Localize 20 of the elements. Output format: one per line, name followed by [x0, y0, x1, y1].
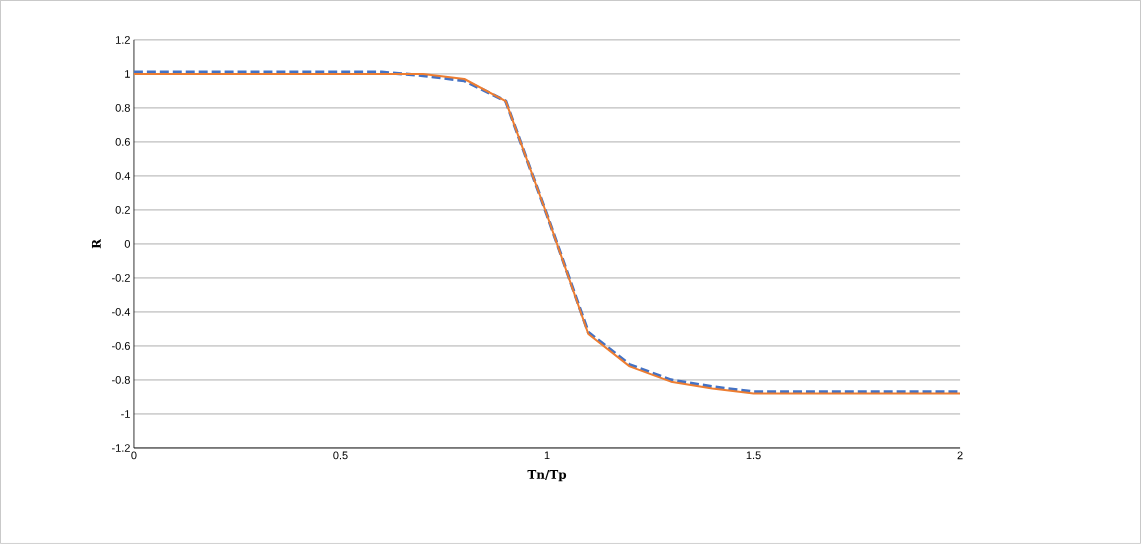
y-axis-title: R [91, 238, 101, 249]
x-tick-label: 1.5 [746, 451, 761, 460]
y-tick-label: -1.2 [112, 444, 130, 452]
x-tick-label: 0 [131, 451, 137, 460]
x-tick-label: 0.5 [333, 451, 348, 460]
y-tick-label: -1 [121, 410, 130, 418]
y-tick-label: 1.2 [116, 36, 130, 44]
y-tick-label: -0.6 [112, 342, 130, 350]
x-tick-label: 2 [957, 451, 963, 460]
y-tick-label: -0.2 [112, 274, 130, 282]
y-tick-label: 0.6 [115, 138, 130, 146]
x-axis-title: Tn/Tp [527, 470, 567, 482]
y-tick-label: 0.2 [115, 206, 130, 214]
y-tick-label: 0.8 [115, 104, 130, 112]
y-tick-label: -0.8 [112, 376, 130, 384]
y-tick-label: 0.4 [115, 172, 131, 180]
y-tick-label: 0 [124, 240, 130, 248]
y-tick-label: -0.4 [112, 308, 131, 316]
y-tick-label: 1 [125, 70, 130, 78]
x-tick-label: 1 [544, 451, 550, 460]
